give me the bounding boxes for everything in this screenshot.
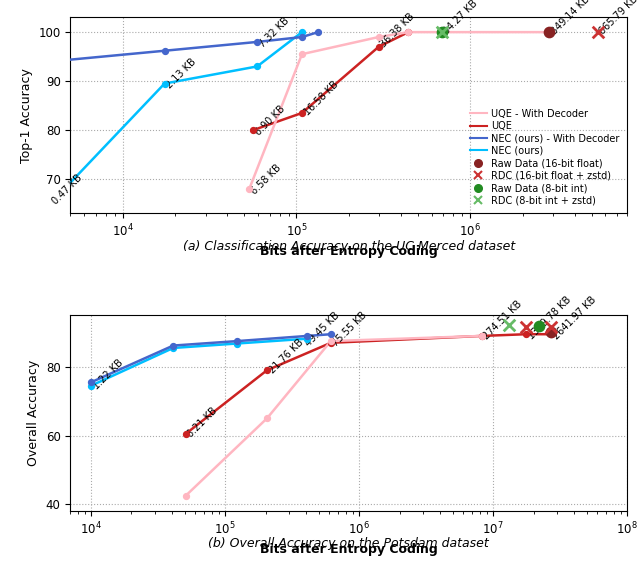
Point (244, 184, 255, 193)
Point (504, 320, 514, 329)
Point (232, 336, 243, 346)
X-axis label: Bits after Entropy Coding: Bits after Entropy Coding (260, 245, 438, 259)
Text: 84.27 KB: 84.27 KB (442, 0, 480, 36)
Text: (b) Overall Accuracy on the Potsdam dataset: (b) Overall Accuracy on the Potsdam data… (209, 537, 489, 550)
Text: 274.51 KB: 274.51 KB (481, 299, 524, 342)
Text: 16.58 KB: 16.58 KB (302, 80, 340, 118)
Point (436, 27, 447, 37)
Point (521, 322, 531, 332)
Y-axis label: Overall Accuracy: Overall Accuracy (28, 360, 40, 467)
Point (86, 381, 96, 390)
Point (180, 491, 191, 500)
Point (313, 27, 323, 37)
Point (534, 322, 544, 331)
Text: 6.58 KB: 6.58 KB (250, 163, 283, 196)
Point (546, 322, 556, 332)
Text: 75.55 KB: 75.55 KB (331, 310, 369, 348)
Point (326, 336, 336, 346)
Point (297, 49, 307, 59)
Point (86, 378, 96, 387)
Text: 1.22 KB: 1.22 KB (91, 357, 125, 391)
Point (168, 341, 179, 350)
Point (248, 125, 259, 135)
Text: 49.45 KB: 49.45 KB (303, 310, 341, 348)
Point (159, 79, 170, 88)
Point (476, 331, 486, 340)
Point (476, 331, 486, 340)
Point (262, 365, 272, 375)
Point (544, 27, 554, 37)
Point (374, 33, 384, 42)
Text: 6.90 KB: 6.90 KB (253, 104, 287, 138)
Text: 0.47 KB: 0.47 KB (51, 173, 84, 206)
Point (546, 327, 556, 336)
Point (168, 343, 179, 353)
Point (297, 108, 307, 117)
Point (302, 331, 312, 340)
Legend: UQE - With Decoder, UQE, NEC (ours) - With Decoder, NEC (ours), Raw Data (16-bit: UQE - With Decoder, UQE, NEC (ours) - Wi… (467, 106, 622, 209)
Text: 1379.78 KB: 1379.78 KB (526, 295, 573, 342)
Point (593, 27, 603, 37)
Point (45, 57, 56, 66)
Text: (a) Classification Accuracy on the UC Merced dataset: (a) Classification Accuracy on the UC Me… (182, 239, 515, 253)
Y-axis label: Top-1 Accuracy: Top-1 Accuracy (20, 68, 33, 163)
Point (232, 339, 243, 348)
Point (45, 199, 56, 208)
Text: 7.32 KB: 7.32 KB (257, 16, 291, 49)
Text: 349.14 KB: 349.14 KB (549, 0, 591, 36)
Text: 665.79 KB: 665.79 KB (598, 0, 640, 36)
Text: 2.13 KB: 2.13 KB (164, 56, 198, 90)
X-axis label: Bits after Entropy Coding: Bits after Entropy Coding (260, 543, 438, 556)
Point (544, 27, 554, 37)
Point (403, 27, 413, 37)
Text: 2641.97 KB: 2641.97 KB (551, 295, 598, 342)
Point (159, 46, 170, 55)
Text: 21.76 KB: 21.76 KB (267, 338, 305, 375)
Point (252, 62, 262, 71)
Text: 6.21 KB: 6.21 KB (186, 406, 220, 440)
Point (302, 334, 312, 343)
Point (374, 42, 384, 52)
Point (326, 338, 336, 347)
Point (403, 27, 413, 37)
Point (326, 329, 336, 339)
Point (252, 37, 262, 46)
Point (436, 27, 447, 37)
Point (521, 329, 531, 339)
Point (262, 414, 272, 423)
Point (436, 27, 447, 37)
Point (546, 329, 556, 339)
Point (297, 27, 307, 37)
Point (180, 429, 191, 439)
Point (297, 33, 307, 42)
Text: 36.38 KB: 36.38 KB (379, 11, 417, 49)
